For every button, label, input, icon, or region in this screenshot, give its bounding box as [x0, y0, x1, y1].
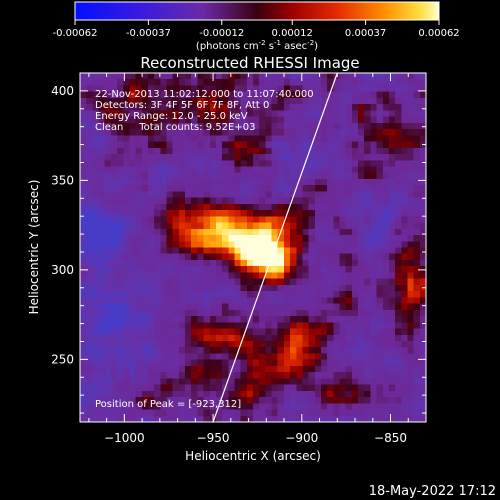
colorbar-tick-label: 0.00037 — [345, 28, 386, 39]
plot-frame — [79, 72, 427, 423]
colorbar-tick-label: 0.00062 — [418, 28, 459, 39]
y-axis-label: Heliocentric Y (arcsec) — [27, 180, 41, 315]
y-tick-label: 350 — [51, 173, 74, 187]
x-tick-label: −900 — [285, 431, 318, 445]
chart-title: Reconstructed RHESSI Image — [140, 54, 359, 72]
heatmap-image — [80, 73, 426, 422]
info-line-energy: Energy Range: 12.0 - 25.0 keV — [95, 111, 248, 122]
footer-date: 18-May-2022 17:12 — [369, 484, 496, 499]
info-line-time: 22-Nov-2013 11:02:12.000 to 11:07:40.000 — [95, 89, 314, 100]
info-line-detectors: Detectors: 3F 4F 5F 6F 7F 8F, Att 0 — [95, 100, 269, 111]
colorbar — [74, 1, 440, 21]
axis-ticks: −1000 −950 −900 −850 250 300 350 400 — [51, 72, 427, 445]
y-tick-label: 250 — [51, 352, 74, 366]
x-tick-label: −850 — [374, 431, 407, 445]
colorbar-tick-label: -0.00012 — [199, 28, 244, 39]
colorbar-tick-label: -0.00062 — [53, 28, 98, 39]
colorbar-tick-label: -0.00037 — [126, 28, 171, 39]
observation-info: 22-Nov-2013 11:02:12.000 to 11:07:40.000… — [95, 89, 314, 133]
colorbar-ticks: -0.00062 -0.00037 -0.00012 0.00012 0.00037 0.… — [53, 20, 460, 39]
peak-position-label: Position of Peak = [-923,312] — [95, 399, 241, 410]
y-tick-label: 300 — [51, 263, 74, 277]
info-line-clean: Clean Total counts: 9.52E+03 — [95, 122, 255, 133]
x-tick-label: −1000 — [104, 431, 145, 445]
colorbar-tick-label: 0.00012 — [272, 28, 313, 39]
x-tick-label: −950 — [197, 431, 230, 445]
solar-limb-line — [212, 73, 338, 422]
y-tick-label: 400 — [51, 84, 74, 98]
x-axis-label: Heliocentric X (arcsec) — [185, 449, 321, 463]
colorbar-units-label: (photons cm-2 s-1 asec-2) — [196, 39, 318, 52]
